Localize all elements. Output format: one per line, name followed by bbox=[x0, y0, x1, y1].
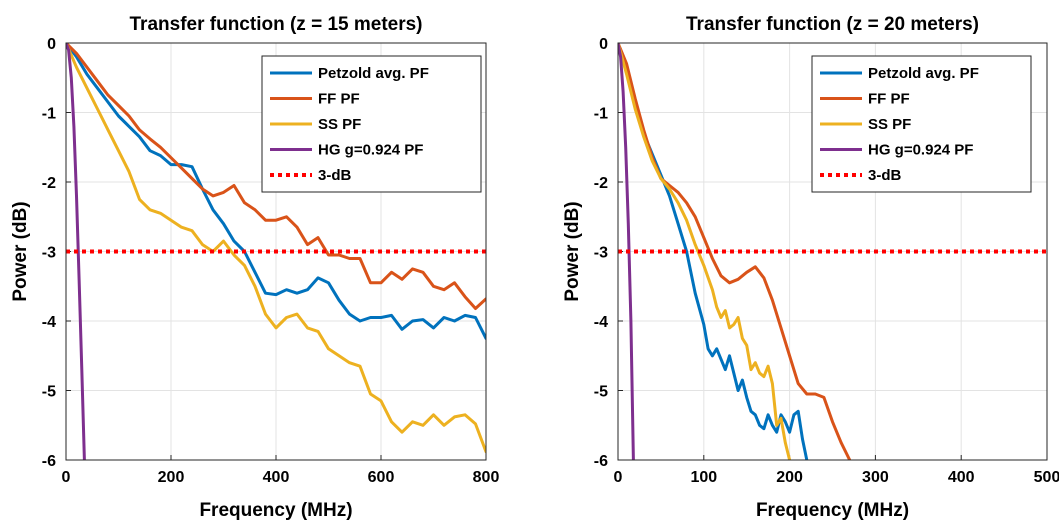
legend-label: 3-dB bbox=[318, 167, 352, 184]
series-line-petzold-avg-pf bbox=[66, 43, 486, 340]
x-tick-label: 300 bbox=[862, 469, 889, 486]
legend: Petzold avg. PF FF PF SS PF HG g=0.924 PF 3-… bbox=[261, 55, 482, 193]
x-tick-label: 500 bbox=[1034, 469, 1059, 486]
series-group bbox=[618, 43, 1047, 460]
legend: Petzold avg. PF FF PF SS PF HG g=0.924 PF 3-… bbox=[811, 55, 1032, 193]
legend-label: Petzold avg. PF bbox=[868, 65, 979, 82]
legend-label: SS PF bbox=[868, 116, 911, 133]
x-tick-label: 600 bbox=[368, 469, 395, 486]
series-line-ss-pf bbox=[66, 43, 486, 454]
series-group bbox=[66, 43, 486, 460]
legend-label: FF PF bbox=[868, 91, 910, 108]
series-line-ss-pf bbox=[618, 43, 792, 460]
y-tick-label: -2 bbox=[42, 175, 56, 192]
x-tick-label: 0 bbox=[614, 469, 623, 486]
y-tick-label: -1 bbox=[594, 106, 608, 123]
chart-2: 0 100 200 300 400 500 0 -1 -2 -3 -4 -5 -6 Transfer fu… bbox=[562, 14, 1059, 521]
y-tick-label: 0 bbox=[47, 36, 56, 53]
chart-title: Transfer function (z = 15 meters) bbox=[130, 14, 423, 35]
y-tick-label: -1 bbox=[42, 106, 56, 123]
legend-label: FF PF bbox=[318, 91, 360, 108]
y-tick-label: -6 bbox=[42, 453, 56, 470]
chart-title: Transfer function (z = 20 meters) bbox=[686, 14, 979, 35]
y-tick-label: -4 bbox=[594, 314, 608, 331]
x-tick-label: 0 bbox=[62, 469, 71, 486]
y-tick-label: -2 bbox=[594, 175, 608, 192]
legend-label: 3-dB bbox=[868, 167, 902, 184]
x-axis-label: Frequency (MHz) bbox=[199, 500, 352, 521]
x-tick-label: 400 bbox=[948, 469, 975, 486]
legend-label: HG g=0.924 PF bbox=[318, 142, 423, 159]
x-tick-label: 400 bbox=[263, 469, 290, 486]
legend-label: HG g=0.924 PF bbox=[868, 142, 973, 159]
x-tick-label: 800 bbox=[473, 469, 500, 486]
series-line-petzold-avg-pf bbox=[618, 43, 809, 460]
legend-label: SS PF bbox=[318, 116, 361, 133]
chart-1: 0 200 400 600 800 0 -1 -2 -3 -4 -5 -6 Transfer funct… bbox=[10, 14, 499, 521]
series-line-ff-pf bbox=[66, 43, 486, 310]
x-tick-label: 100 bbox=[690, 469, 717, 486]
y-axis-label: Power (dB) bbox=[10, 201, 31, 301]
y-tick-label: -5 bbox=[42, 384, 56, 401]
y-tick-label: -5 bbox=[594, 384, 608, 401]
axes-box bbox=[617, 42, 1048, 461]
x-tick-label: 200 bbox=[776, 469, 803, 486]
y-tick-label: 0 bbox=[599, 36, 608, 53]
series-line-hg-g-0-924-pf bbox=[66, 43, 86, 460]
y-tick-label: -6 bbox=[594, 453, 608, 470]
y-tick-label: -3 bbox=[42, 245, 56, 262]
legend-label: Petzold avg. PF bbox=[318, 65, 429, 82]
x-tick-label: 200 bbox=[158, 469, 185, 486]
y-tick-label: -3 bbox=[594, 245, 608, 262]
y-axis-label: Power (dB) bbox=[562, 201, 583, 301]
x-axis-label: Frequency (MHz) bbox=[756, 500, 909, 521]
y-tick-label: -4 bbox=[42, 314, 56, 331]
series-line-hg-g-0-924-pf bbox=[618, 43, 635, 460]
axes-box bbox=[65, 42, 487, 461]
